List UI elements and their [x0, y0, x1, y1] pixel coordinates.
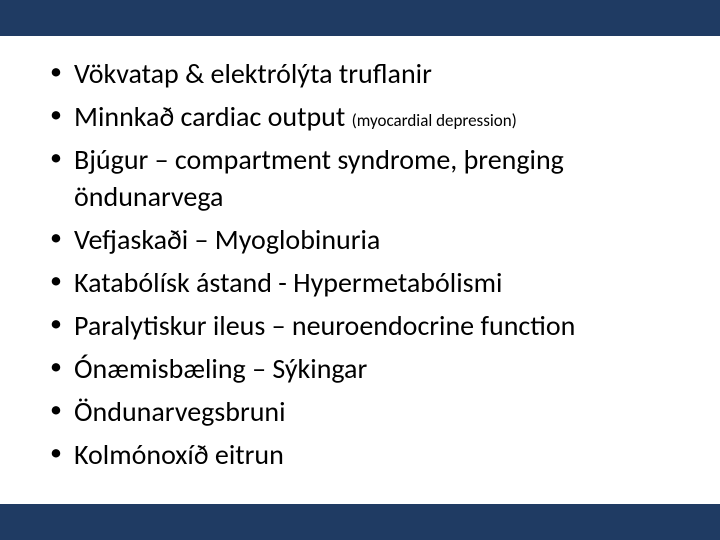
list-item: Öndunarvegsbruni [46, 394, 680, 431]
list-item: Vefjaskaði – Myoglobinuria [46, 222, 680, 259]
slide: Vökvatap & elektrólýta truflanir Minnkað… [0, 0, 720, 540]
bullet-list: Vökvatap & elektrólýta truflanir Minnkað… [46, 56, 680, 474]
bullet-text: Minnkað cardiac output [74, 99, 352, 134]
slide-content: Vökvatap & elektrólýta truflanir Minnkað… [46, 56, 680, 480]
bottom-accent-bar [0, 504, 720, 540]
list-item: Katabólísk ástand - Hypermetabólismi [46, 265, 680, 302]
list-item: Ónæmisbæling – Sýkingar [46, 351, 680, 388]
list-item: Kolmónoxíð eitrun [46, 437, 680, 474]
list-item: Paralytiskur ileus – neuroendocrine func… [46, 308, 680, 345]
bullet-text: Bjúgur – compartment syndrome, þrenging … [74, 142, 564, 214]
list-item: Vökvatap & elektrólýta truflanir [46, 56, 680, 93]
bullet-text: Öndunarvegsbruni [74, 394, 286, 429]
list-item: Bjúgur – compartment syndrome, þrenging … [46, 142, 680, 216]
top-accent-bar [0, 0, 720, 36]
bullet-text: Kolmónoxíð eitrun [74, 437, 284, 472]
bullet-text: Vefjaskaði – Myoglobinuria [74, 222, 380, 257]
bullet-text: Ónæmisbæling – Sýkingar [74, 351, 367, 386]
bullet-text: Vökvatap & elektrólýta truflanir [74, 56, 432, 91]
bullet-text: Katabólísk ástand - Hypermetabólismi [74, 265, 502, 300]
bullet-subtext: (myocardial depression) [352, 110, 517, 131]
bullet-text: Paralytiskur ileus – neuroendocrine func… [74, 308, 575, 343]
list-item: Minnkað cardiac output (myocardial depre… [46, 99, 680, 136]
